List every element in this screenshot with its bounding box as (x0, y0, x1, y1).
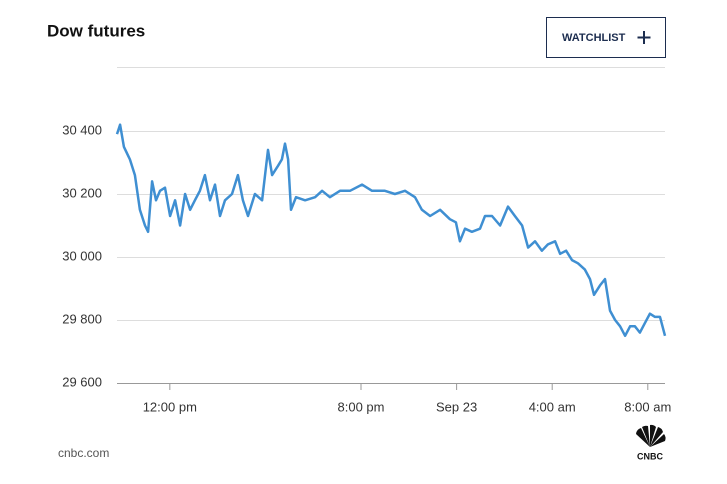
x-tick-label: 12:00 pm (143, 399, 197, 414)
button-label[interactable]: WATCHLIST (562, 32, 626, 44)
watchlist-button[interactable]: WATCHLIST (546, 17, 666, 58)
x-tick-label: 4:00 am (529, 399, 576, 414)
chart-title: Dow futures (47, 21, 145, 40)
price-line (115, 123, 667, 338)
cnbc-logo: CNBC (636, 424, 666, 461)
source: cnbc.com (58, 446, 109, 460)
y-tick-label: 29 800 (62, 311, 102, 326)
y-tick-label: 30 400 (62, 122, 102, 137)
peacock-icon (636, 424, 666, 447)
x-tick-label: 8:00 pm (338, 399, 385, 414)
y-tick-label: 30 200 (62, 185, 102, 200)
plus-icon[interactable] (637, 31, 651, 44)
y-tick-label: 30 000 (62, 248, 102, 263)
y-tick-label: 29 600 (62, 374, 102, 389)
x-tick-label: Sep 23 (436, 399, 477, 414)
x-tick-label: 8:00 am (624, 399, 671, 414)
logo-text: CNBC (637, 451, 663, 461)
